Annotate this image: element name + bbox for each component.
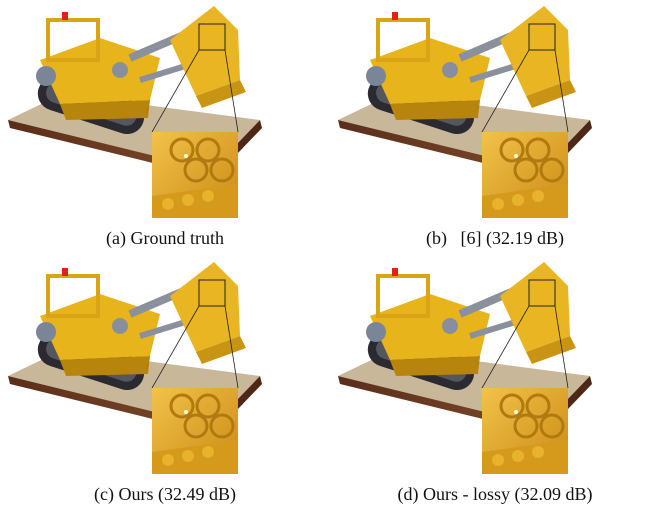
zoom-inset	[482, 388, 568, 474]
lego-bulldozer-render	[8, 262, 262, 474]
bulldozer-bucket	[481, 6, 576, 133]
bulldozer-body	[366, 12, 536, 120]
bulldozer-body	[36, 12, 206, 120]
lego-bulldozer-render	[338, 262, 592, 474]
zoom-inset	[152, 388, 238, 474]
figure-panel-1: (a) Ground truth	[0, 0, 330, 256]
bulldozer-body	[36, 268, 206, 376]
panel-caption: (a) Ground truth	[106, 228, 224, 248]
bulldozer-bucket	[481, 262, 576, 389]
zoom-inset	[152, 132, 238, 218]
zoom-inset	[482, 132, 568, 218]
figure-panel-4: (d) Ours - lossy (32.09 dB)	[330, 256, 660, 512]
figure-panel-3: (c) Ours (32.49 dB)	[0, 256, 330, 512]
figure-panel-2: (b) [6] (32.19 dB)	[330, 0, 660, 256]
lego-bulldozer-render	[338, 6, 592, 218]
panel-caption: (d) Ours - lossy (32.09 dB)	[397, 484, 593, 504]
bulldozer-body	[366, 268, 536, 376]
panel-caption: (b) [6] (32.19 dB)	[426, 228, 564, 248]
lego-bulldozer-render	[8, 6, 262, 218]
panel-caption: (c) Ours (32.49 dB)	[94, 484, 236, 504]
bulldozer-bucket	[151, 6, 246, 133]
bulldozer-bucket	[151, 262, 246, 389]
